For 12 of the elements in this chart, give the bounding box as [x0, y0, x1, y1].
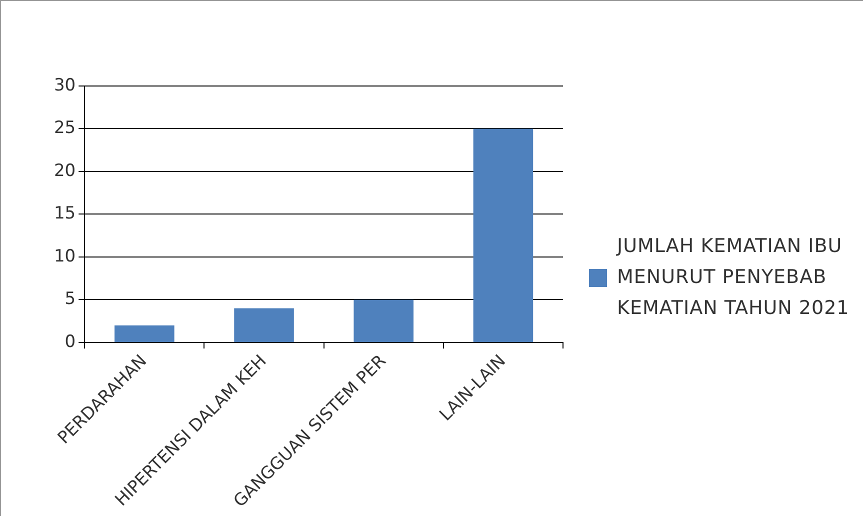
bar	[354, 300, 414, 342]
legend-label: JUMLAH KEMATIAN IBU MENURUT PENYEBAB KEMATIAN TAHUN 2021	[617, 234, 850, 321]
y-tick-label: 25	[54, 118, 76, 138]
y-tick-label: 30	[54, 75, 76, 96]
bar	[114, 325, 174, 342]
bar	[234, 308, 294, 342]
y-tick-label: 0	[64, 332, 76, 352]
y-tick-label: 20	[54, 160, 76, 181]
y-tick-label: 15	[54, 204, 76, 224]
y-tick-label: 10	[54, 246, 76, 266]
y-tick-label: 5	[64, 289, 76, 310]
bar	[473, 128, 534, 342]
